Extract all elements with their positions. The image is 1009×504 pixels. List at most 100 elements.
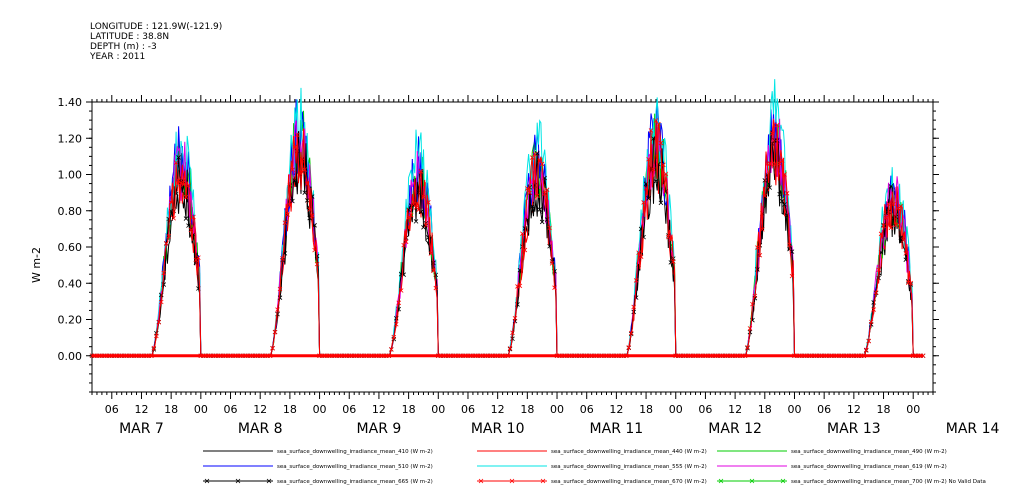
- series-marker: [520, 231, 525, 236]
- series-marker: [295, 132, 300, 138]
- legend-label: sea_surface_downwelling_irradiance_mean_…: [791, 449, 947, 455]
- series-marker: [653, 118, 659, 123]
- series-marker: [537, 207, 542, 212]
- series-marker: [522, 226, 528, 231]
- series-marker: [282, 220, 288, 226]
- series-marker: [312, 223, 317, 228]
- series-marker: [186, 183, 191, 188]
- series-line: [92, 79, 924, 357]
- x-hour-label: 00: [669, 403, 683, 416]
- x-hour-label: 12: [253, 403, 267, 416]
- series-marker: [421, 194, 426, 199]
- series-marker: [161, 270, 167, 276]
- series-marker: [784, 191, 790, 196]
- series-marker: [532, 151, 538, 157]
- series-marker: [868, 319, 874, 325]
- series-marker: [292, 178, 298, 183]
- series-marker: [312, 247, 317, 253]
- legend: sea_surface_downwelling_irradiance_mean_…: [203, 449, 986, 485]
- series-marker: [888, 184, 894, 189]
- series-marker: [527, 190, 533, 196]
- series-marker: [166, 216, 171, 222]
- longitude-label: LONGITUDE : 121.9W(-121.9): [90, 22, 223, 32]
- series-marker: [176, 155, 181, 160]
- series-marker: [186, 223, 191, 228]
- series-marker: [866, 338, 871, 344]
- series-marker: [893, 222, 899, 228]
- series-marker: [547, 225, 552, 231]
- series-marker: [549, 261, 555, 266]
- series-marker: [774, 122, 780, 128]
- y-tick-label: 1.40: [58, 96, 83, 109]
- series-marker: [878, 231, 884, 237]
- legend-marker: [780, 478, 786, 484]
- series-marker: [631, 304, 636, 310]
- x-hour-label: 18: [639, 403, 653, 416]
- series-marker: [755, 245, 760, 250]
- legend-label: sea_surface_downwelling_irradiance_mean_…: [277, 449, 433, 455]
- series-marker: [166, 233, 171, 239]
- x-hour-label: 00: [194, 403, 208, 416]
- legend-marker: [749, 478, 755, 484]
- series-marker: [277, 286, 283, 292]
- x-hour-label: 00: [787, 403, 801, 416]
- series-marker: [270, 346, 275, 351]
- x-hour-label: 18: [164, 403, 178, 416]
- series-marker: [876, 267, 881, 273]
- x-date-label: MAR 7: [119, 421, 164, 437]
- series-marker: [287, 202, 293, 208]
- series-marker: [181, 182, 186, 187]
- series-marker: [196, 255, 201, 260]
- series-marker: [396, 300, 402, 306]
- series-marker: [418, 169, 424, 174]
- series-marker: [433, 285, 439, 291]
- series-marker: [158, 299, 164, 305]
- series-marker: [510, 330, 515, 336]
- series-marker: [638, 254, 644, 259]
- series-marker: [891, 201, 896, 207]
- series-marker: [542, 191, 547, 197]
- series-marker: [292, 144, 298, 150]
- series-marker: [408, 212, 414, 218]
- x-hour-label: 12: [728, 403, 742, 416]
- legend-marker: [540, 478, 546, 484]
- series-marker: [777, 191, 782, 197]
- series-marker: [173, 160, 179, 165]
- series-marker: [416, 190, 421, 195]
- series-marker: [539, 219, 545, 225]
- legend-marker: [478, 478, 484, 484]
- series-marker: [309, 213, 315, 219]
- series-marker: [285, 212, 290, 217]
- series-marker: [401, 242, 406, 248]
- series-marker: [752, 293, 758, 299]
- series-marker: [883, 215, 889, 221]
- x-date-label: MAR 9: [357, 421, 402, 437]
- x-hour-label: 12: [372, 403, 386, 416]
- series-marker: [272, 329, 278, 335]
- series-marker: [428, 251, 434, 256]
- series-marker: [626, 345, 632, 350]
- legend-label: sea_surface_downwelling_irradiance_mean_…: [551, 479, 707, 485]
- series-marker: [507, 346, 513, 351]
- series-marker: [871, 307, 876, 312]
- series-marker: [510, 336, 515, 342]
- series-marker: [183, 216, 189, 221]
- series-marker: [789, 273, 795, 279]
- x-hour-label: 00: [431, 403, 445, 416]
- series-marker: [745, 344, 750, 350]
- x-hour-label: 06: [580, 403, 594, 416]
- legend-label: sea_surface_downwelling_irradiance_mean_…: [277, 464, 433, 470]
- series-marker: [747, 326, 753, 331]
- x-date-label: MAR 13: [827, 421, 881, 437]
- x-hour-label: 18: [877, 403, 891, 416]
- series-marker: [779, 198, 785, 204]
- series-marker: [426, 200, 431, 205]
- series-marker: [881, 223, 886, 229]
- series-marker: [290, 167, 295, 173]
- x-hour-label: 18: [402, 403, 416, 416]
- x-hour-label: 18: [520, 403, 534, 416]
- x-date-label: MAR 10: [471, 421, 525, 437]
- legend-marker: [718, 478, 724, 484]
- series-marker: [668, 260, 674, 265]
- series-marker: [755, 267, 760, 272]
